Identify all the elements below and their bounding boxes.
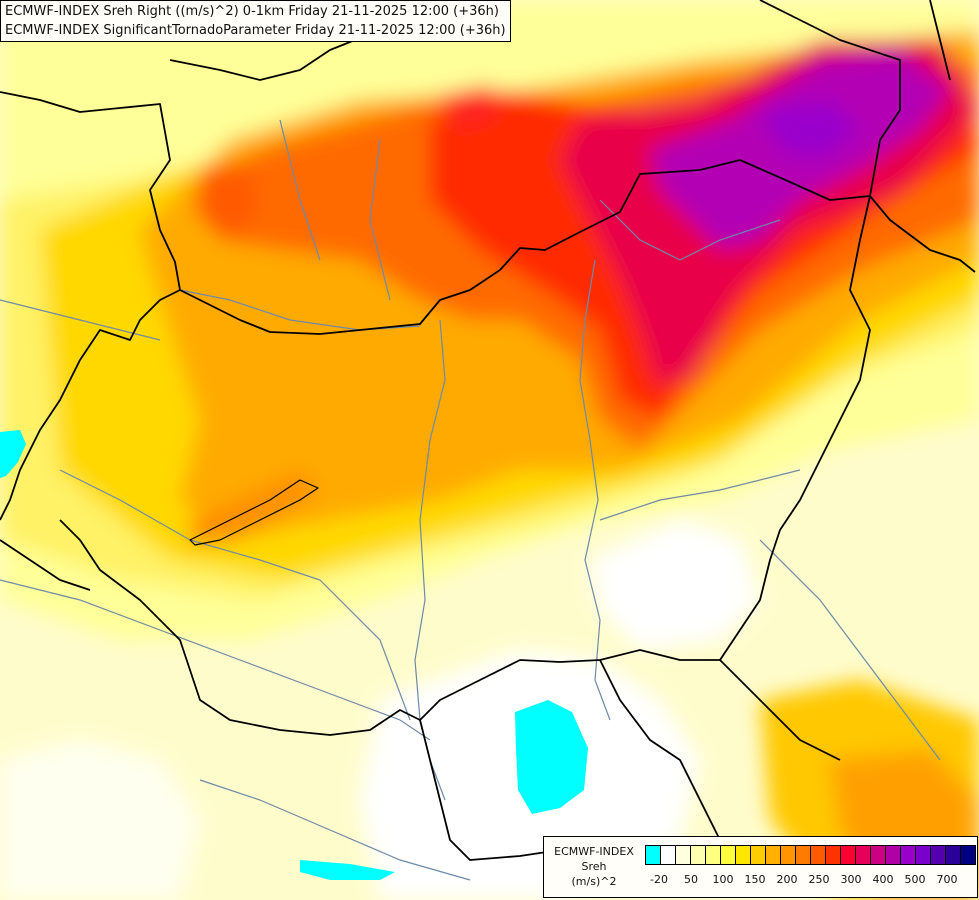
rivers [0, 119, 941, 881]
legend-tick-label: 50 [684, 873, 698, 886]
legend-swatches [645, 845, 976, 865]
legend-tick-labels: -20 50 100 150 200 250 300 400 500 700 [645, 873, 975, 889]
legend-swatch [720, 845, 736, 865]
legend-swatch [915, 845, 931, 865]
legend-tick-label: 100 [712, 873, 734, 886]
legend-swatch [690, 845, 706, 865]
legend-swatch [840, 845, 856, 865]
legend-swatch [780, 845, 796, 865]
map-title-box: ECMWF-INDEX Sreh Right ((m/s)^2) 0-1km F… [0, 0, 511, 42]
legend-swatch [900, 845, 916, 865]
legend-tick-label: 150 [744, 873, 766, 886]
legend-variable: Sreh [581, 860, 607, 873]
water-bodies [0, 430, 588, 880]
legend-tick-label: 400 [872, 873, 894, 886]
legend-tick-label: 500 [904, 873, 926, 886]
legend-model: ECMWF-INDEX [554, 845, 634, 858]
legend-tick-label: 250 [808, 873, 830, 886]
legend-swatch [795, 845, 811, 865]
legend-swatch [930, 845, 946, 865]
title-line-2: ECMWF-INDEX SignificantTornadoParameter … [5, 23, 506, 38]
legend-swatch [705, 845, 721, 865]
legend-swatch [645, 845, 661, 865]
legend-unit: (m/s)^2 [571, 875, 617, 888]
legend-swatch [960, 845, 976, 865]
legend-swatch [855, 845, 871, 865]
legend-swatch [825, 845, 841, 865]
legend-tick-label: -20 [650, 873, 668, 886]
title-line-1: ECMWF-INDEX Sreh Right ((m/s)^2) 0-1km F… [5, 4, 499, 19]
legend-swatch [765, 845, 781, 865]
legend-swatch [735, 845, 751, 865]
legend-title: ECMWF-INDEX Sreh (m/s)^2 [544, 844, 644, 889]
legend-swatch [945, 845, 961, 865]
legend-swatch [660, 845, 676, 865]
legend-tick-label: 200 [776, 873, 798, 886]
legend-swatch [870, 845, 886, 865]
legend-swatch [885, 845, 901, 865]
legend-swatch [750, 845, 766, 865]
country-borders [0, 0, 976, 861]
legend-swatch [810, 845, 826, 865]
legend-tick-label: 700 [936, 873, 958, 886]
legend-tick-label: 300 [840, 873, 862, 886]
color-legend: ECMWF-INDEX Sreh (m/s)^2 -20 50 100 150 200 2… [543, 836, 978, 898]
legend-swatch [675, 845, 691, 865]
